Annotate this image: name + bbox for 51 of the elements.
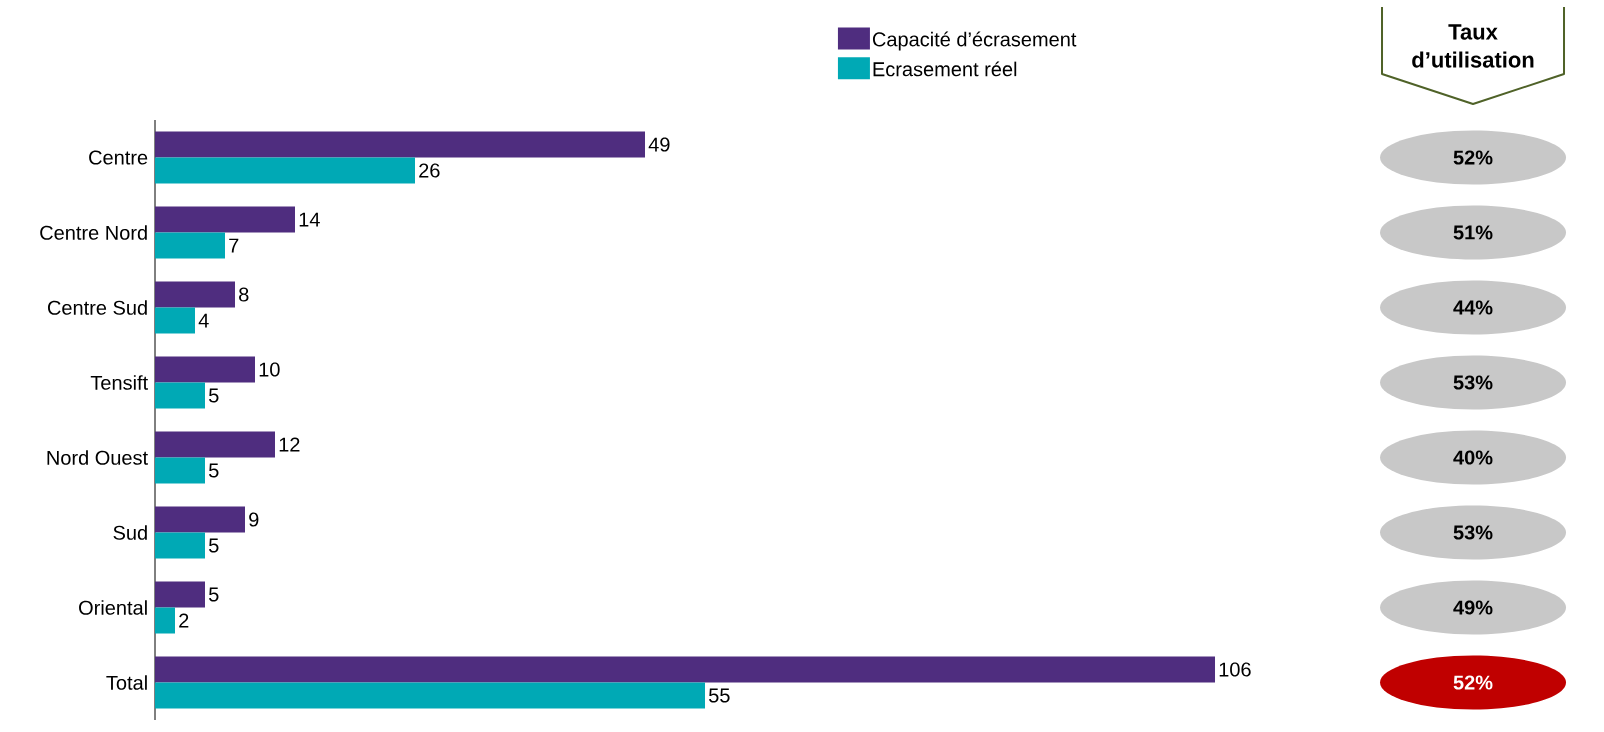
data-label: 5 xyxy=(209,587,219,602)
text: 49% xyxy=(1453,600,1493,615)
bar xyxy=(155,382,205,409)
bar xyxy=(155,157,415,184)
data-label: 5 xyxy=(209,538,219,553)
text: 44% xyxy=(1453,300,1493,315)
legend-label: Capacité d’écrasement xyxy=(872,31,1077,51)
data-label: 26 xyxy=(419,163,440,178)
y-tick-label: Sud xyxy=(113,525,147,540)
y-tick-label: Tensift xyxy=(90,375,148,390)
bar xyxy=(155,356,255,383)
data-label: 10 xyxy=(259,362,280,377)
y-tick-label: Oriental xyxy=(79,600,147,615)
data-label: 9 xyxy=(249,512,259,527)
data-label: 14 xyxy=(299,212,320,227)
text: Taux d’utilisation xyxy=(1412,24,1534,68)
y-tick-label: Total xyxy=(106,675,147,690)
text: 52% xyxy=(1453,150,1493,165)
data-label: 8 xyxy=(239,287,249,302)
bar xyxy=(155,457,205,484)
data-label: 2 xyxy=(179,613,189,628)
y-tick-label: Centre Nord xyxy=(40,225,147,240)
data-label: 5 xyxy=(209,463,219,478)
text: 53% xyxy=(1453,525,1493,540)
bar xyxy=(155,656,1216,683)
y-tick-label: Centre Sud xyxy=(47,300,147,315)
data-label: 49 xyxy=(648,137,670,152)
data-label: 55 xyxy=(709,688,730,703)
bar xyxy=(155,232,225,259)
data-label: 5 xyxy=(209,388,219,403)
text: 53% xyxy=(1453,375,1493,390)
bar xyxy=(155,307,195,334)
data-label: 12 xyxy=(279,437,300,452)
text: 52% xyxy=(1453,675,1493,690)
legend-label: Ecrasement réel xyxy=(873,61,1017,77)
bar xyxy=(155,506,245,533)
data-label: 7 xyxy=(229,238,239,253)
bar xyxy=(155,532,205,559)
bar xyxy=(155,431,275,458)
bar xyxy=(155,581,205,608)
text: 51% xyxy=(1453,225,1493,240)
y-tick-label: Nord Ouest xyxy=(47,450,148,465)
bar xyxy=(155,682,706,709)
bar xyxy=(155,607,175,634)
data-label: 106 xyxy=(1219,662,1251,677)
bar xyxy=(155,131,646,158)
y-tick-label: Centre xyxy=(89,150,148,165)
bar xyxy=(155,281,236,308)
data-label: 4 xyxy=(198,313,209,328)
text: 40% xyxy=(1453,450,1493,465)
bar xyxy=(155,206,295,233)
